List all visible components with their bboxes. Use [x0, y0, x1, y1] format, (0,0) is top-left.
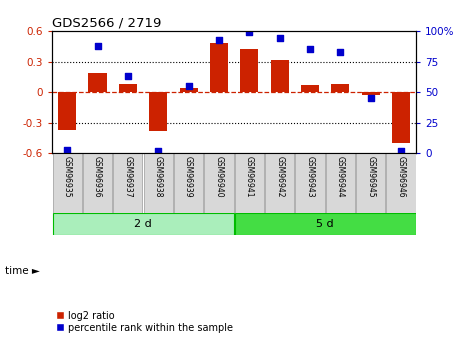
- Point: [245, 30, 253, 35]
- Point: [215, 37, 223, 42]
- Bar: [58, 92, 76, 130]
- Text: GSM96939: GSM96939: [184, 156, 193, 198]
- Bar: [174, 153, 203, 213]
- Point: [397, 148, 405, 154]
- Text: GSM96940: GSM96940: [214, 156, 223, 198]
- Bar: [83, 153, 112, 213]
- Bar: [265, 153, 294, 213]
- Bar: [149, 92, 167, 131]
- Bar: [356, 153, 385, 213]
- Bar: [144, 153, 173, 213]
- Text: GSM96936: GSM96936: [93, 156, 102, 198]
- Bar: [326, 153, 355, 213]
- Text: GSM96942: GSM96942: [275, 156, 284, 198]
- Text: GSM96941: GSM96941: [245, 156, 254, 198]
- Point: [306, 47, 314, 52]
- Bar: [392, 92, 410, 143]
- Bar: [53, 153, 82, 213]
- Bar: [204, 153, 234, 213]
- Bar: [119, 84, 137, 92]
- Bar: [235, 213, 416, 235]
- Point: [124, 73, 131, 79]
- Text: 5 d: 5 d: [316, 219, 334, 229]
- Bar: [114, 153, 142, 213]
- Bar: [271, 60, 289, 92]
- Bar: [235, 153, 264, 213]
- Text: time ►: time ►: [5, 266, 40, 276]
- Text: GSM96935: GSM96935: [63, 156, 72, 198]
- Bar: [180, 88, 198, 92]
- Text: GSM96938: GSM96938: [154, 156, 163, 198]
- Text: GSM96944: GSM96944: [336, 156, 345, 198]
- Point: [276, 36, 283, 41]
- Bar: [361, 92, 380, 95]
- Legend: log2 ratio, percentile rank within the sample: log2 ratio, percentile rank within the s…: [52, 307, 236, 337]
- Text: GSM96946: GSM96946: [396, 156, 405, 198]
- Bar: [301, 85, 319, 92]
- Bar: [386, 153, 416, 213]
- Text: GSM96937: GSM96937: [123, 156, 132, 198]
- Text: GDS2566 / 2719: GDS2566 / 2719: [52, 17, 161, 30]
- Point: [155, 148, 162, 154]
- Bar: [88, 73, 106, 92]
- Point: [185, 83, 193, 89]
- Bar: [331, 84, 350, 92]
- Bar: [53, 213, 234, 235]
- Bar: [240, 49, 258, 92]
- Text: 2 d: 2 d: [134, 219, 152, 229]
- Point: [63, 147, 71, 152]
- Bar: [210, 43, 228, 92]
- Bar: [296, 153, 324, 213]
- Point: [367, 96, 375, 101]
- Point: [94, 43, 101, 48]
- Text: GSM96943: GSM96943: [306, 156, 315, 198]
- Point: [337, 49, 344, 55]
- Text: GSM96945: GSM96945: [366, 156, 375, 198]
